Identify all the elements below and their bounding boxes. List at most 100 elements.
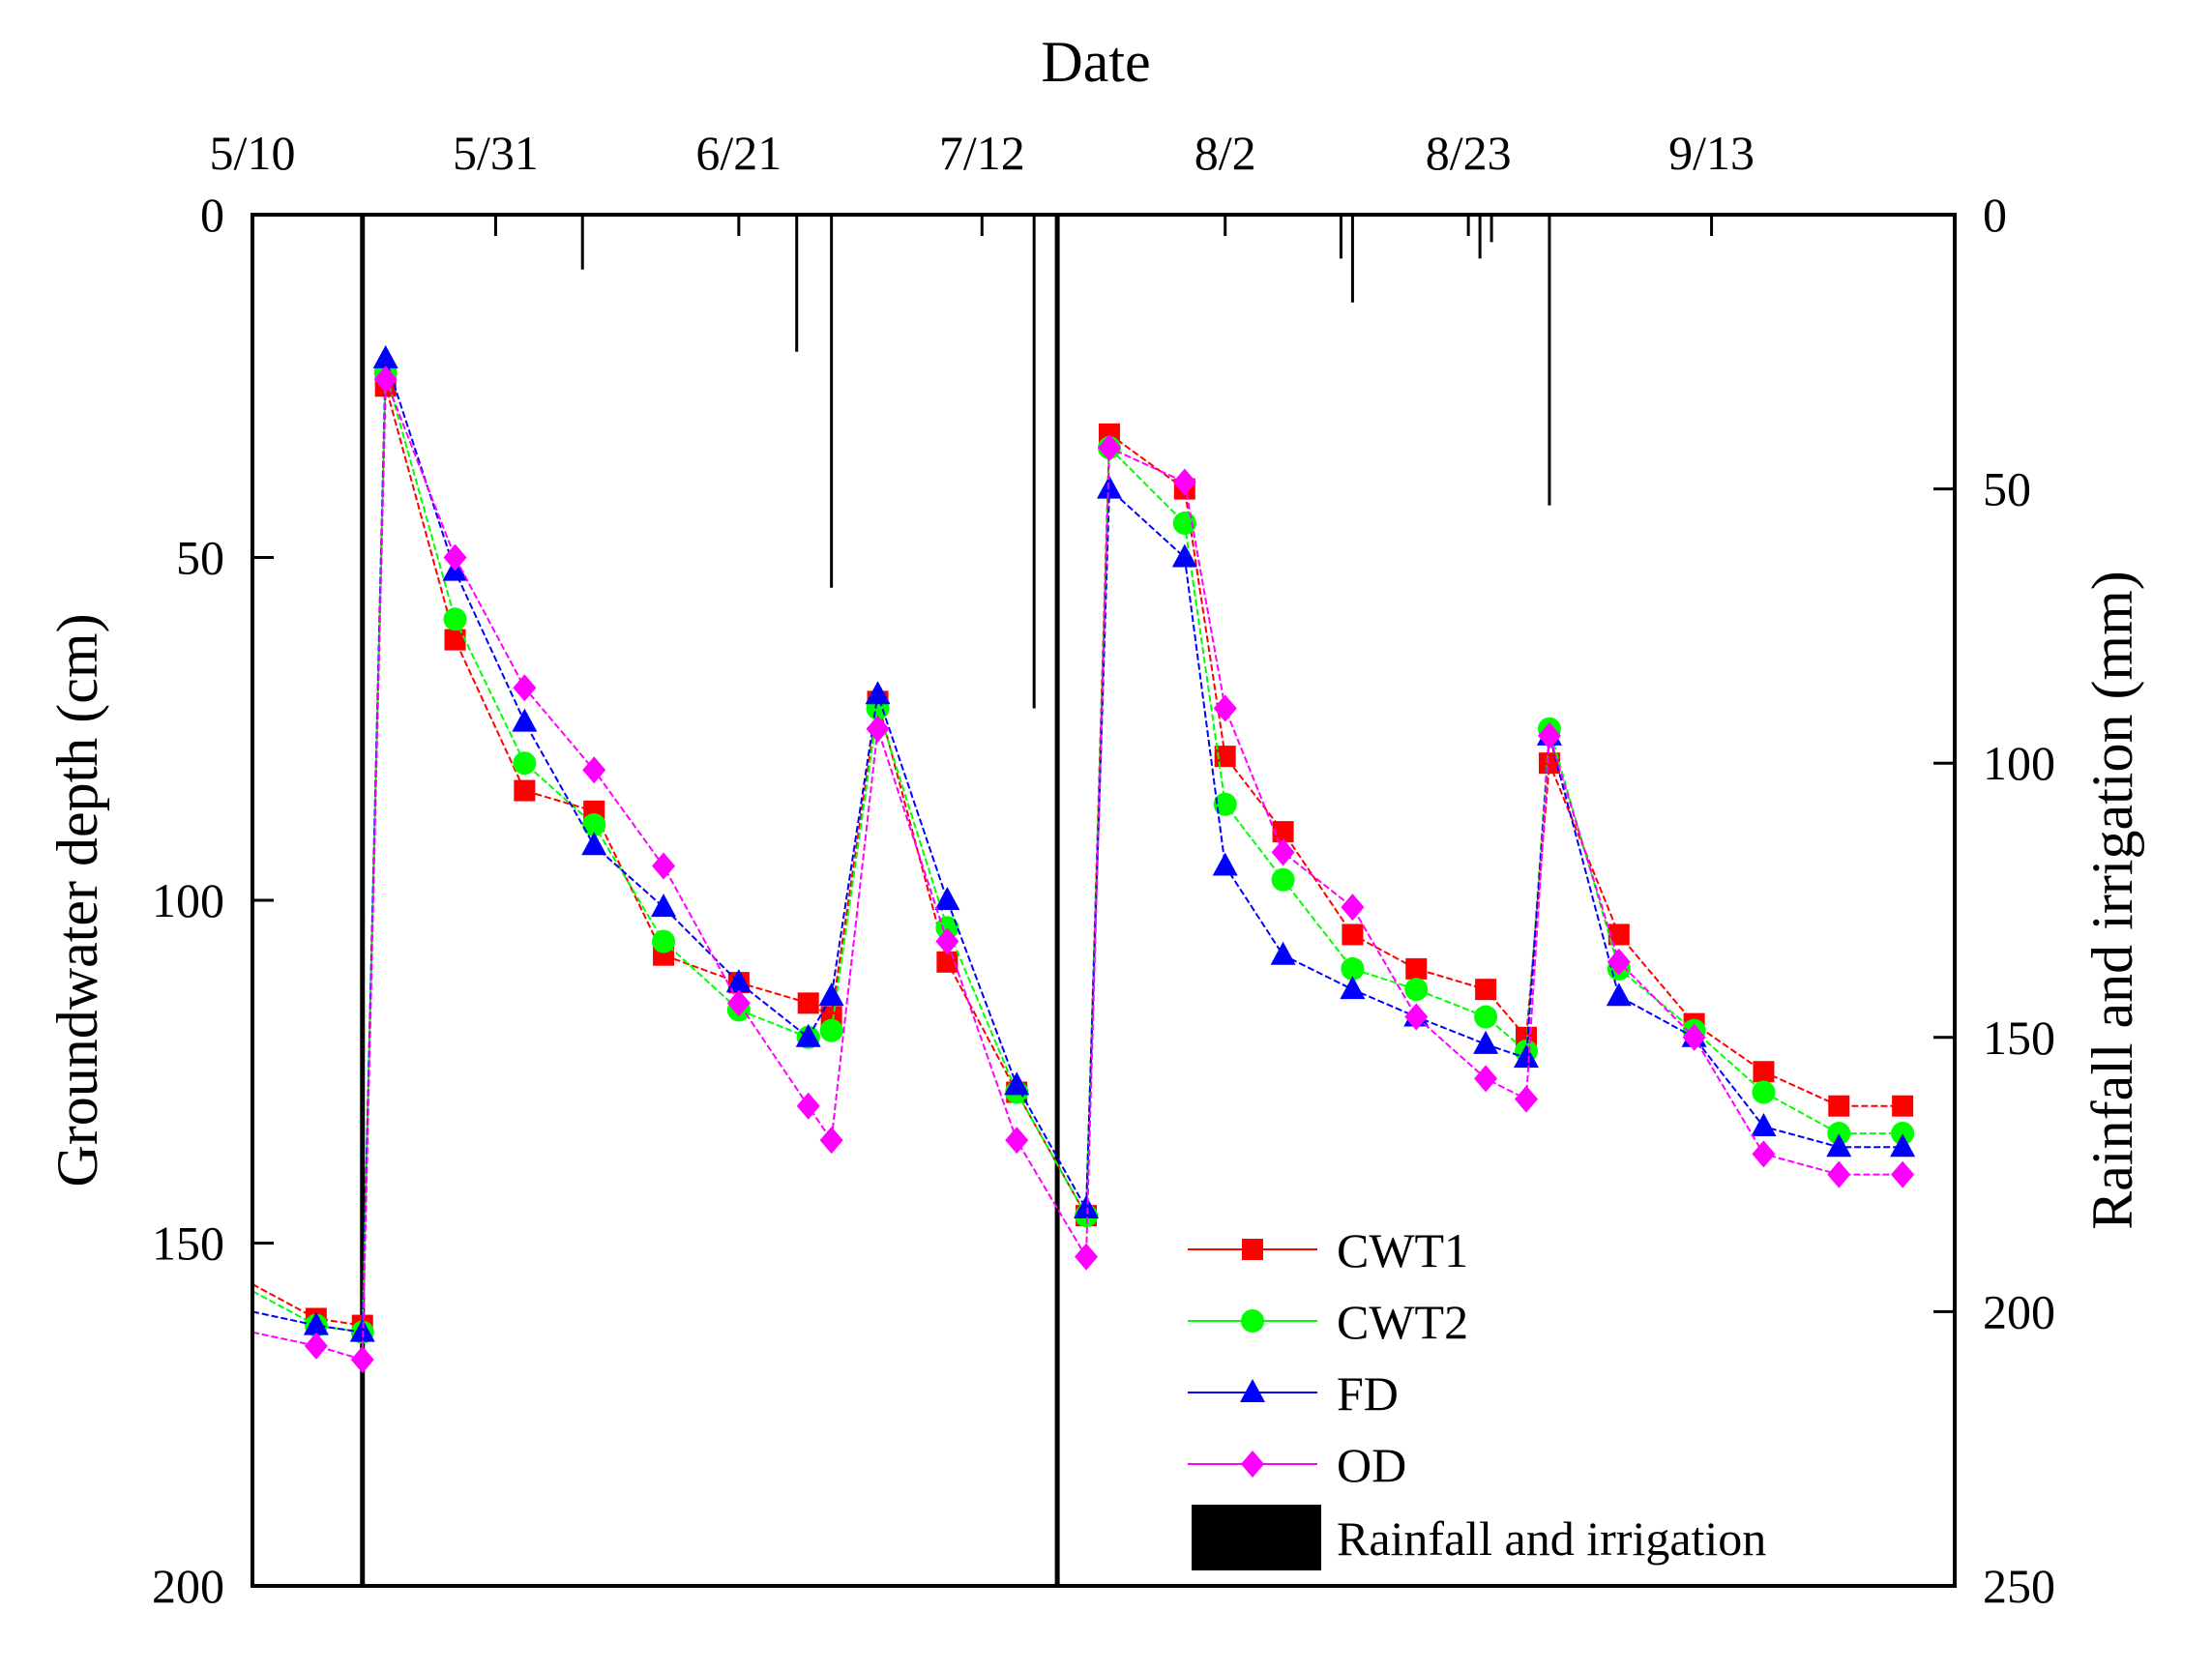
data-point-fd <box>1004 1071 1030 1096</box>
y-right-tick-label: 0 <box>1983 188 2007 242</box>
data-point-od <box>1213 694 1237 722</box>
x-tick-label: 5/31 <box>453 126 539 180</box>
data-point-cwt1 <box>1475 979 1497 1001</box>
plot-area <box>252 215 1955 1586</box>
legend: CWT1 CWT2 FD OD Rainfall and irrigation <box>1188 1223 1766 1570</box>
x-tick-label: 8/23 <box>1426 126 1512 180</box>
data-point-cwt1 <box>1272 821 1294 843</box>
y-left-tick-label: 150 <box>152 1217 224 1271</box>
data-point-fd <box>1473 1030 1499 1054</box>
y-left-tick-label: 100 <box>152 873 224 927</box>
data-point-cwt2 <box>1891 1122 1915 1146</box>
data-point-fd <box>1890 1133 1916 1158</box>
data-point-cwt2 <box>443 607 467 631</box>
data-point-cwt2 <box>1271 867 1295 892</box>
data-point-cwt2 <box>513 751 537 776</box>
y-left-axis-title: Groundwater depth (cm) <box>45 613 109 1187</box>
data-point-fd <box>795 1023 821 1047</box>
x-tick-label: 6/21 <box>695 126 782 180</box>
data-point-od <box>373 366 398 394</box>
data-point-fd <box>581 832 607 856</box>
data-point-cwt1 <box>1607 923 1630 946</box>
x-axis-title: Date <box>1041 30 1150 94</box>
data-point-od <box>1341 894 1365 922</box>
data-point-od <box>350 1346 374 1374</box>
data-point-fd <box>865 681 891 705</box>
data-point-od <box>819 1127 843 1155</box>
data-point-fd <box>1096 475 1122 499</box>
data-point-cwt1 <box>1342 923 1364 946</box>
data-point-od <box>1075 1243 1099 1271</box>
legend-label: CWT1 <box>1337 1223 1468 1277</box>
data-point-od <box>1891 1160 1915 1188</box>
data-point-cwt1 <box>1214 746 1236 768</box>
legend-item-rainfall: Rainfall and irrigation <box>1192 1505 1766 1570</box>
data-point-od <box>935 927 959 955</box>
y-right-tick-label: 150 <box>1983 1011 2055 1065</box>
data-point-fd <box>1212 852 1238 876</box>
y-right-tick-label: 250 <box>1983 1559 2055 1613</box>
data-point-cwt1 <box>1892 1095 1914 1117</box>
y-left-tick-label: 200 <box>152 1559 224 1613</box>
data-point-od <box>1005 1127 1029 1155</box>
y-right-tick-label: 200 <box>1983 1284 2055 1338</box>
x-tick-label: 5/10 <box>210 126 296 180</box>
data-point-od <box>1682 1023 1706 1051</box>
data-point-od <box>1537 721 1561 749</box>
data-point-od <box>582 756 606 784</box>
data-point-od <box>866 715 890 743</box>
data-point-fd <box>1606 982 1632 1007</box>
data-point-od <box>1404 1003 1429 1031</box>
series-layer <box>251 344 1916 1374</box>
data-point-fd <box>303 1311 329 1335</box>
legend-marker-cwt2 <box>1241 1309 1264 1333</box>
data-point-od <box>1474 1065 1498 1093</box>
data-point-fd <box>818 982 844 1007</box>
data-point-cwt2 <box>1404 978 1429 1002</box>
data-point-od <box>304 1332 328 1360</box>
data-point-od <box>1827 1160 1851 1188</box>
legend-item-od: OD <box>1188 1438 1406 1492</box>
data-point-cwt1 <box>444 629 466 651</box>
data-point-od <box>1752 1140 1776 1168</box>
data-point-cwt1 <box>797 992 819 1014</box>
x-tick-label: 9/13 <box>1668 126 1755 180</box>
data-point-fd <box>934 887 960 910</box>
data-point-fd <box>1270 941 1296 965</box>
y-right-tick-label: 50 <box>1983 462 2031 516</box>
data-point-fd <box>349 1318 375 1342</box>
data-point-od <box>1172 468 1196 496</box>
data-point-cwt2 <box>1752 1080 1776 1104</box>
data-point-cwt1 <box>1753 1061 1775 1083</box>
data-point-fd <box>372 344 398 368</box>
data-point-fd <box>1171 543 1197 568</box>
data-point-cwt2 <box>1827 1122 1851 1146</box>
data-point-fd <box>725 969 752 993</box>
series-od <box>251 366 1915 1374</box>
legend-label: CWT2 <box>1337 1295 1468 1349</box>
data-point-cwt1 <box>514 779 536 802</box>
x-tick-label: 7/12 <box>939 126 1025 180</box>
legend-marker-cwt1 <box>1242 1239 1263 1260</box>
legend-marker-fd <box>1240 1379 1265 1402</box>
data-point-cwt2 <box>1213 792 1237 816</box>
data-point-fd <box>1751 1112 1777 1136</box>
data-point-fd <box>1514 1044 1540 1069</box>
legend-item-fd: FD <box>1188 1366 1399 1421</box>
data-point-od <box>1607 948 1631 976</box>
data-point-cwt2 <box>1474 1005 1498 1029</box>
data-point-cwt2 <box>582 813 606 837</box>
data-point-fd <box>651 894 677 918</box>
data-point-cwt2 <box>819 1018 843 1042</box>
legend-item-cwt1: CWT1 <box>1188 1223 1468 1277</box>
axes-layer: 5/10 5/31 6/21 7/12 8/2 8/23 9/13 0 50 100 150 200 0… <box>152 126 2055 1613</box>
legend-label: OD <box>1337 1438 1406 1492</box>
series-line-fd <box>251 358 1903 1334</box>
x-tick-label: 8/2 <box>1194 126 1256 180</box>
legend-marker-od <box>1241 1451 1264 1478</box>
legend-item-cwt2: CWT2 <box>1188 1295 1468 1349</box>
y-right-axis-title: Rainfall and irrigation (mm) <box>2080 571 2144 1229</box>
data-point-od <box>796 1092 820 1120</box>
data-point-fd <box>512 708 538 732</box>
